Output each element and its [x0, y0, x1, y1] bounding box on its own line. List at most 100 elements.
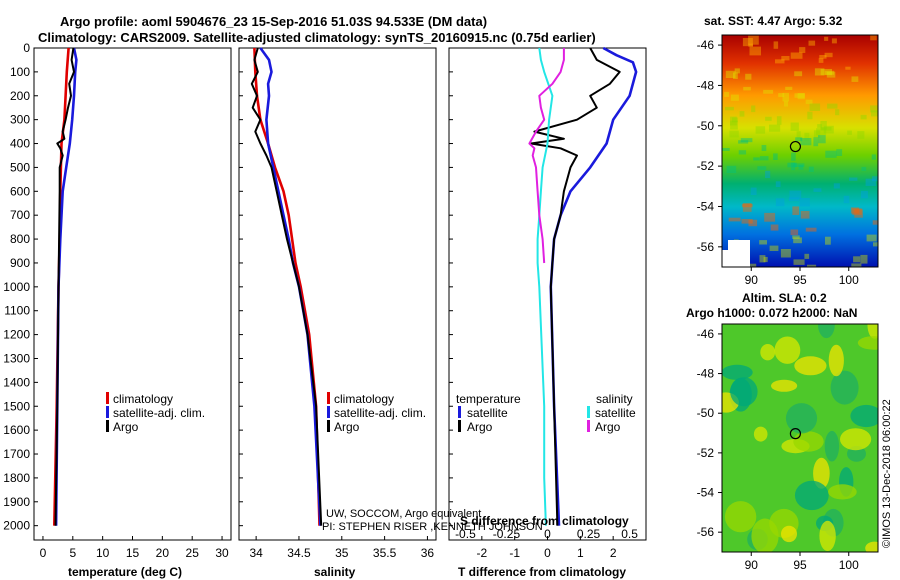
sst-texture-cell	[807, 111, 813, 120]
sla-texture-blob	[818, 324, 835, 339]
difference-xlabel: T difference from climatology	[458, 565, 626, 579]
series-line-satellite	[549, 46, 638, 526]
sst-texture-cell	[813, 188, 822, 192]
legend-swatch-climatology	[327, 392, 330, 404]
sst-texture-cell	[870, 105, 878, 113]
sst-texture-cell	[765, 116, 772, 121]
sst-texture-cell	[827, 103, 838, 109]
legend-swatch-argo	[327, 420, 330, 432]
sst-texture-cell	[861, 190, 868, 199]
sst-texture-cell	[765, 170, 771, 179]
sst-texture-cell	[853, 256, 861, 263]
legend-label-satellite: satellite-adj. clim.	[113, 406, 205, 420]
ytick-label: 1500	[3, 399, 30, 413]
ytick-label: 1900	[3, 495, 30, 509]
sst-texture-cell	[739, 111, 745, 117]
sst-texture-cell	[741, 204, 753, 208]
legend-label-argo: Argo	[113, 420, 139, 434]
legend-label-satellite: satellite-adj. clim.	[334, 406, 426, 420]
sst-texture-cell	[725, 70, 736, 78]
sst-texture-cell	[820, 121, 827, 130]
sst-texture-cell	[809, 103, 821, 111]
sst-texture-cell	[825, 150, 837, 158]
sst-texture-cell	[788, 197, 799, 202]
sla-texture	[722, 324, 878, 552]
sla-texture-blob	[865, 541, 878, 552]
sla-map-title-line1: Altim. SLA: 0.2	[742, 291, 827, 305]
ytick-label: 1600	[3, 423, 30, 437]
sst-texture-cell	[748, 263, 757, 267]
sst-texture-cell	[759, 156, 769, 161]
map-xtick-label: 100	[839, 273, 859, 287]
sst-texture-cell	[861, 166, 867, 171]
sst-texture-cell	[814, 68, 825, 76]
salinity-panel-frame	[238, 47, 437, 541]
sst-texture-cell	[725, 106, 734, 111]
xtick-top-label: 0.5	[621, 527, 638, 541]
xtick-label: 0	[544, 546, 551, 560]
sst-texture-cell	[851, 263, 862, 267]
sst-texture-cell	[728, 217, 741, 222]
xtick-label: 34	[249, 546, 263, 560]
ytick-label: 1200	[3, 328, 30, 342]
xtick-label: 36	[421, 546, 435, 560]
xtick-label: 34.5	[287, 546, 311, 560]
sst-texture-cell	[775, 198, 785, 207]
sla-texture-blob	[840, 428, 872, 451]
sla-texture-blob	[824, 430, 840, 462]
sst-texture-cell	[852, 208, 862, 215]
sst-texture-cell	[873, 242, 878, 247]
xtick-top-label: 0.25	[577, 527, 601, 541]
series-line-satellite	[259, 47, 322, 526]
legend-label-temp-argo: Argo	[467, 420, 493, 434]
ytick-label: 500	[10, 160, 30, 174]
map-xtick-label: 90	[745, 558, 759, 572]
map-ytick-label: -52	[697, 446, 715, 460]
sst-texture-cell	[730, 116, 737, 126]
sst-texture-cell	[824, 36, 829, 41]
sst-texture-cell	[755, 126, 766, 134]
sla-map-title-line2: Argo h1000: 0.072 h2000: NaN	[686, 306, 857, 320]
sst-texture-cell	[775, 59, 785, 64]
sst-texture-cell	[824, 52, 833, 58]
legend-label-sal-satellite: satellite	[595, 406, 636, 420]
sst-texture-cell	[738, 150, 747, 155]
sst-texture-cell	[750, 187, 757, 195]
sst-texture-cell	[843, 195, 850, 204]
sst-texture-cell	[818, 58, 824, 63]
map-ytick-label: -46	[697, 327, 715, 341]
sst-texture-cell	[847, 130, 852, 135]
ytick-label: 700	[10, 208, 30, 222]
credit-line1: UW, SOCCOM, Argo equivalent	[326, 508, 481, 520]
xtick-label: 20	[156, 546, 170, 560]
xtick-label: 0	[40, 546, 47, 560]
sst-texture-cell	[793, 163, 805, 167]
sst-texture-cell	[820, 69, 832, 76]
sst-texture	[722, 35, 878, 267]
legend-label-temp-satellite: satellite	[467, 406, 508, 420]
sla-map-axes: 90 95 100 -46 -48 -50 -52 -54 -56	[697, 327, 859, 572]
sst-texture-cell	[833, 183, 840, 189]
map-ytick-label: -52	[697, 159, 715, 173]
sst-texture-cell	[824, 70, 835, 75]
legend-swatch-temp-argo	[458, 420, 461, 432]
sst-texture-cell	[823, 125, 834, 134]
sla-texture-blob	[753, 426, 768, 442]
map-xtick-label: 95	[793, 558, 807, 572]
sst-field	[722, 35, 878, 267]
sst-texture-cell	[792, 235, 800, 239]
legend-swatch-temp-satellite	[458, 406, 461, 418]
sst-texture-cell	[789, 190, 802, 199]
map-ytick-label: -46	[697, 38, 715, 52]
sst-texture-cell	[753, 157, 760, 161]
sst-texture-cell	[724, 91, 730, 97]
sla-texture-blob	[760, 344, 776, 361]
xtick-label: 35.5	[373, 546, 397, 560]
series-line-sal_argo	[528, 48, 565, 264]
sst-texture-cell	[726, 165, 737, 173]
sst-texture-cell	[799, 47, 806, 53]
sst-texture-cell	[813, 137, 819, 147]
temperature-series-group	[53, 47, 78, 526]
sst-texture-cell	[751, 105, 756, 113]
map-ytick-label: -56	[697, 240, 715, 254]
